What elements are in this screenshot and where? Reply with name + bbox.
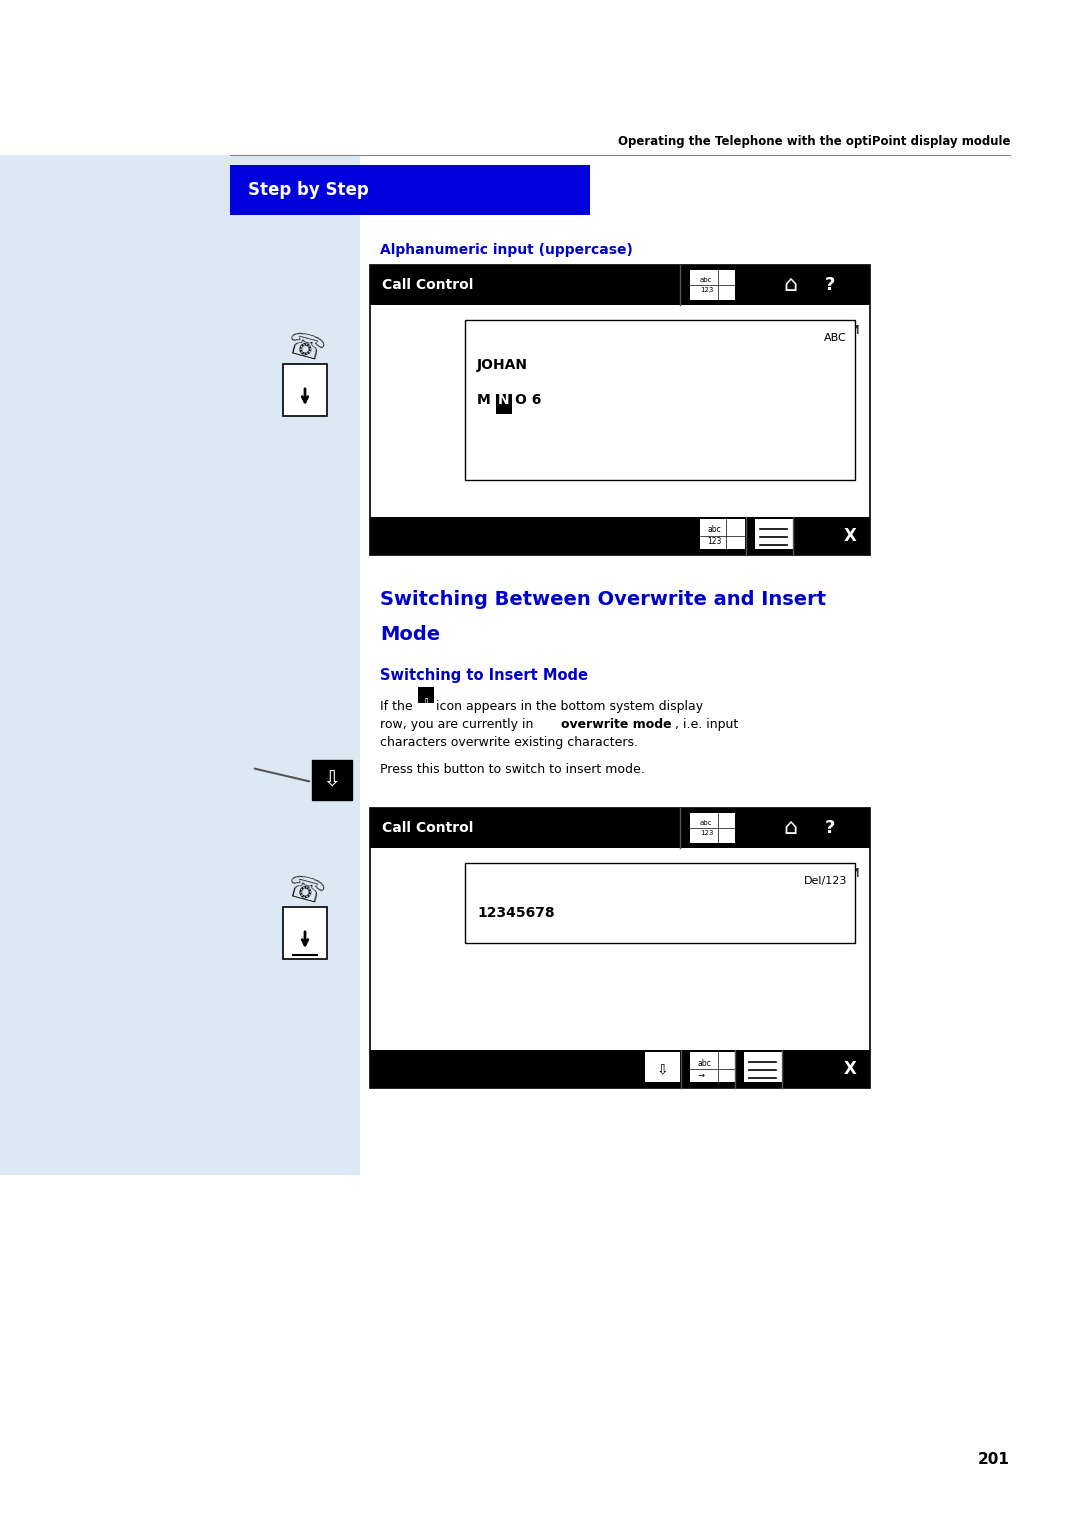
Bar (645, 1051, 680, 1082)
Text: Mon 07/03/05 11:34AM: Mon 07/03/05 11:34AM (714, 866, 860, 880)
Bar (690, 1051, 735, 1082)
Text: 201: 201 (978, 1453, 1010, 1467)
Bar (370, 808, 870, 1088)
Text: ABC: ABC (824, 333, 847, 342)
Bar (700, 520, 745, 549)
Bar (370, 264, 870, 555)
Bar (370, 808, 870, 848)
Text: O 6: O 6 (515, 393, 541, 406)
Text: JOHAN: JOHAN (477, 358, 528, 371)
Text: ⌂: ⌂ (783, 817, 797, 837)
Bar (0, 154, 360, 1175)
Bar (230, 165, 590, 215)
Text: Mon 07/03/05 11:34AM: Mon 07/03/05 11:34AM (714, 324, 860, 336)
Text: characters overwrite existing characters.: characters overwrite existing characters… (380, 736, 638, 749)
Bar (370, 516, 870, 555)
Bar (370, 1050, 870, 1088)
Text: Switching Between Overwrite and Insert: Switching Between Overwrite and Insert (380, 590, 826, 610)
Text: ☏: ☏ (283, 872, 327, 911)
Text: Switching to Insert Mode: Switching to Insert Mode (380, 668, 588, 683)
Bar (370, 264, 870, 306)
Bar (283, 364, 327, 416)
Text: 123: 123 (700, 287, 714, 293)
Text: ⌂: ⌂ (783, 275, 797, 295)
Text: Mode: Mode (380, 625, 441, 643)
Bar (496, 394, 512, 414)
Text: 123: 123 (700, 830, 714, 836)
Text: N: N (498, 393, 510, 406)
Text: Operating the Telephone with the optiPoint display module: Operating the Telephone with the optiPoi… (618, 134, 1010, 148)
Text: ?: ? (825, 277, 835, 293)
Text: →: → (698, 1071, 705, 1079)
Text: Step by Step: Step by Step (248, 180, 368, 199)
Text: abc: abc (707, 526, 720, 535)
Text: M: M (477, 393, 490, 406)
Text: ⇩: ⇩ (657, 1062, 667, 1076)
Bar (690, 270, 735, 299)
Text: ?: ? (825, 819, 835, 837)
Text: row, you are currently in: row, you are currently in (380, 718, 538, 730)
Text: ☏: ☏ (283, 330, 327, 368)
Text: abc: abc (698, 1059, 712, 1068)
Bar (312, 759, 352, 801)
Text: Alphanumeric input (uppercase): Alphanumeric input (uppercase) (380, 243, 633, 257)
Text: X: X (843, 527, 856, 545)
Bar (465, 319, 855, 480)
Text: abc: abc (700, 821, 713, 827)
Bar (755, 520, 793, 549)
Text: overwrite mode: overwrite mode (561, 718, 672, 730)
Text: 12345678: 12345678 (477, 906, 555, 920)
Text: If the: If the (380, 700, 413, 714)
Text: Del/123: Del/123 (804, 876, 847, 886)
Text: X: X (843, 1060, 856, 1077)
Text: icon appears in the bottom system display: icon appears in the bottom system displa… (436, 700, 703, 714)
Bar (283, 908, 327, 960)
Bar (690, 813, 735, 843)
Bar (465, 863, 855, 943)
Text: ⇩: ⇩ (323, 770, 341, 790)
Bar (744, 1051, 782, 1082)
Text: , i.e. input: , i.e. input (675, 718, 739, 730)
Text: 123: 123 (707, 538, 721, 547)
Text: abc: abc (700, 277, 713, 283)
Text: ⇩: ⇩ (421, 698, 431, 707)
Text: Call Control: Call Control (382, 278, 473, 292)
Text: Press this button to switch to insert mode.: Press this button to switch to insert mo… (380, 762, 645, 776)
Bar (418, 688, 434, 703)
Text: Call Control: Call Control (382, 821, 473, 834)
